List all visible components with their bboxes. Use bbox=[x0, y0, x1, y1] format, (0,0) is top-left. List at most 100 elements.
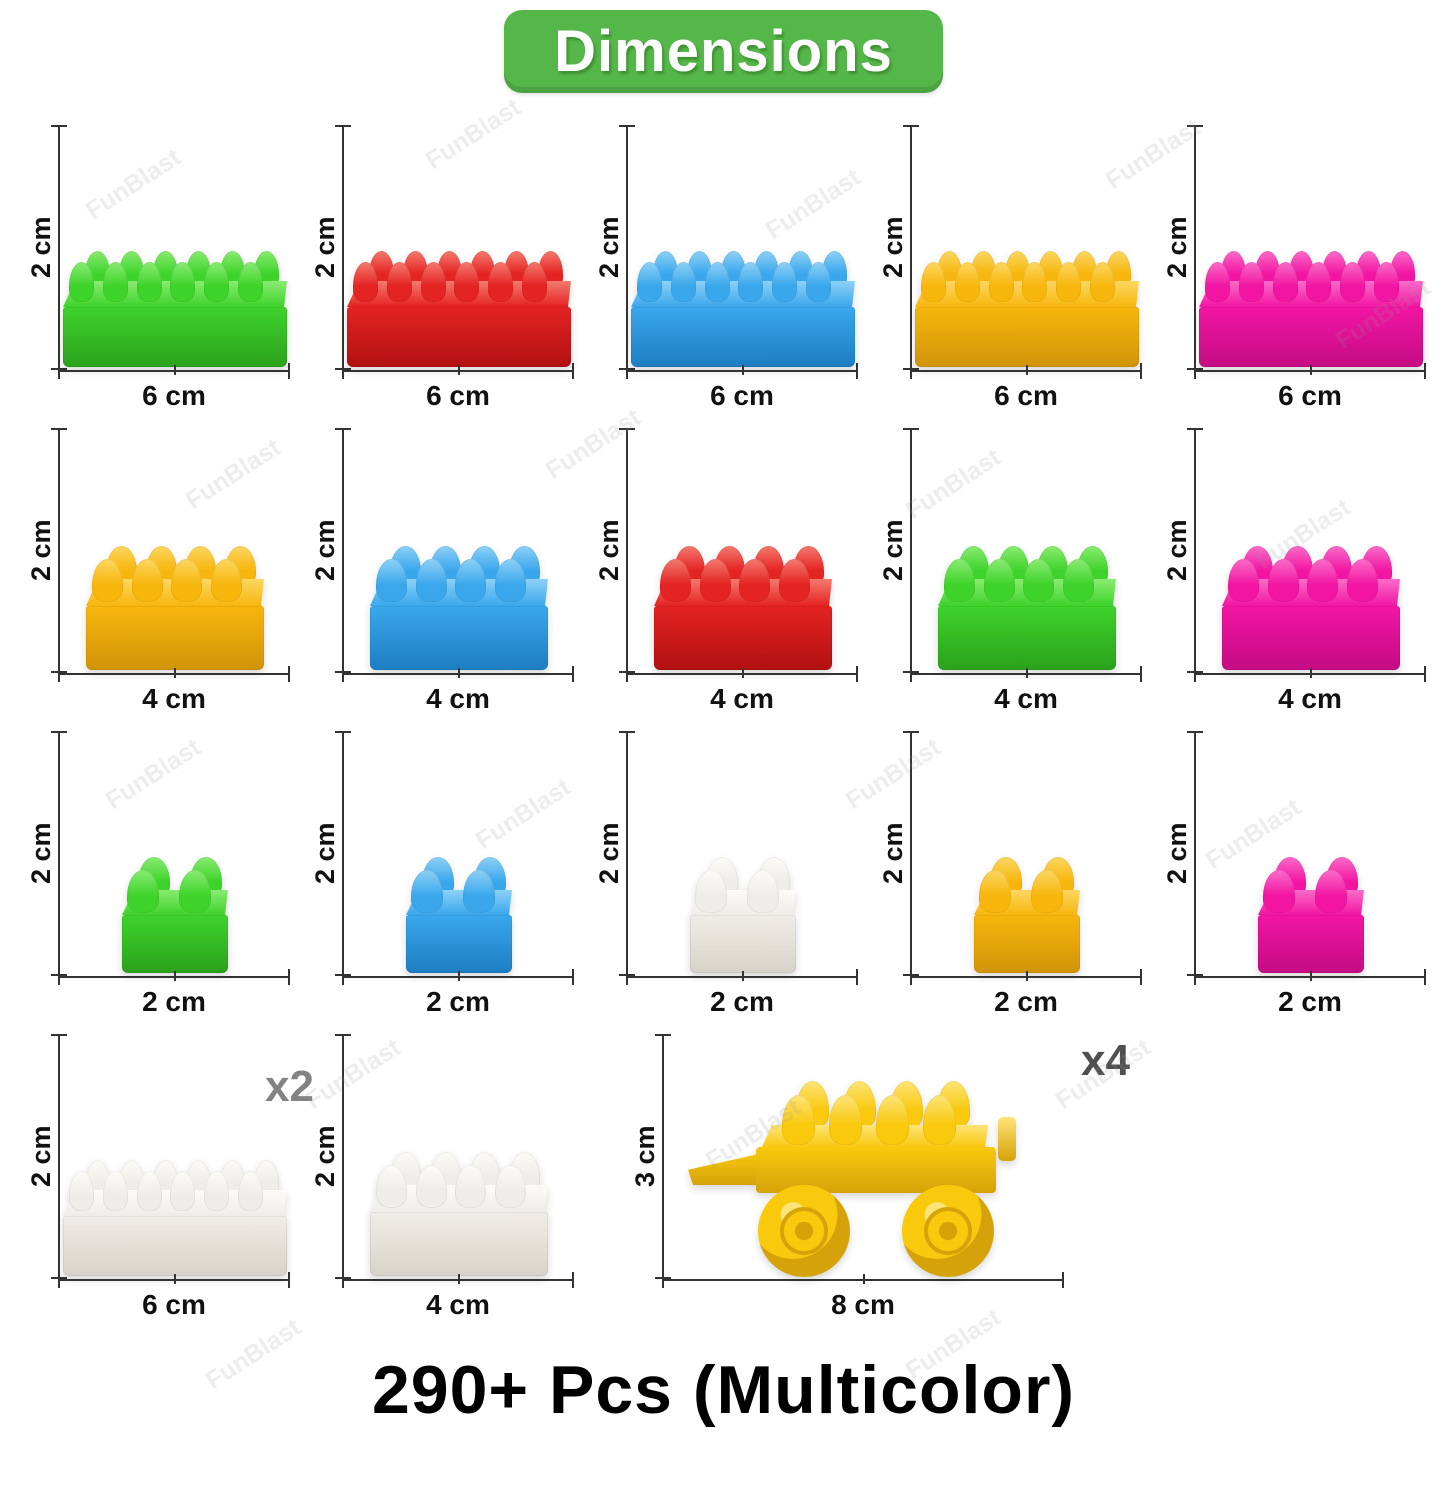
brick-front-face bbox=[370, 1212, 548, 1276]
block-art-row bbox=[619, 125, 858, 370]
brick-stud bbox=[778, 558, 810, 602]
brick-stud bbox=[171, 558, 203, 602]
dimension-column: 4 cm bbox=[335, 1034, 574, 1321]
page-title: Dimensions bbox=[554, 19, 893, 84]
center-tick bbox=[1026, 668, 1028, 678]
block-art-row bbox=[51, 1034, 290, 1279]
brick-stud bbox=[494, 1164, 526, 1208]
row-2cm: 2 cm 2 cm 2 cm 2 cm 2 cm 2 cm 2 cm 2 cm 2 cm 2 cm bbox=[0, 731, 1447, 1018]
brick-stud bbox=[1340, 262, 1366, 303]
width-dimension-line bbox=[58, 969, 290, 985]
block-art-row bbox=[51, 731, 290, 976]
width-label: 2 cm bbox=[994, 986, 1058, 1017]
block-cell: 2 cm 2 cm bbox=[310, 731, 594, 1018]
brick-front-face bbox=[690, 915, 796, 973]
width-dimension-line bbox=[1194, 666, 1426, 682]
brick-stud bbox=[695, 869, 727, 913]
brick-stud bbox=[876, 1095, 909, 1145]
block-art bbox=[912, 731, 1142, 976]
height-label: 2 cm bbox=[878, 822, 908, 885]
width-dimension-line bbox=[1194, 363, 1426, 379]
brick-stud bbox=[747, 869, 779, 913]
block-art-row bbox=[1187, 428, 1426, 673]
width-label: 6 cm bbox=[994, 380, 1058, 411]
height-dimension-line bbox=[51, 1034, 67, 1279]
brick-stud bbox=[376, 558, 407, 602]
block-art-row bbox=[1187, 125, 1426, 370]
brick-front-face bbox=[406, 915, 512, 973]
center-tick bbox=[458, 1274, 460, 1284]
height-label: 2 cm bbox=[310, 1125, 340, 1188]
center-tick bbox=[458, 971, 460, 981]
height-label: 2 cm bbox=[1162, 216, 1192, 279]
brick-front-face bbox=[370, 606, 548, 670]
brick-red-4cm bbox=[654, 546, 832, 670]
block-cell: 2 cm 6 cm bbox=[26, 125, 310, 412]
block-art bbox=[628, 731, 858, 976]
brick-stud bbox=[1307, 558, 1339, 602]
width-dimension-line bbox=[58, 363, 290, 379]
height-dimension-line bbox=[903, 731, 919, 976]
brick-stud bbox=[210, 558, 242, 602]
block-art bbox=[344, 428, 574, 673]
dimension-column: 6 cm bbox=[619, 125, 858, 412]
brick-red-6cm bbox=[347, 251, 571, 367]
brick-stud bbox=[69, 262, 94, 303]
center-tick bbox=[1026, 365, 1028, 375]
height-dimension-line bbox=[1187, 125, 1203, 370]
width-dimension-line bbox=[1194, 969, 1426, 985]
brick-stud bbox=[237, 1171, 263, 1212]
height-label: 2 cm bbox=[310, 216, 340, 279]
brick-stud bbox=[1373, 262, 1399, 303]
header: Dimensions bbox=[0, 0, 1447, 93]
block-cell: 2 cm 6 cm bbox=[878, 125, 1162, 412]
height-label: 3 cm bbox=[630, 1125, 660, 1188]
brick-stud bbox=[1272, 262, 1298, 303]
height-label: 2 cm bbox=[310, 822, 340, 885]
brick-stud bbox=[376, 1164, 407, 1208]
brick-stud bbox=[660, 558, 691, 602]
height-dimension-line bbox=[1187, 731, 1203, 976]
brick-stud bbox=[1267, 558, 1299, 602]
center-tick bbox=[742, 971, 744, 981]
dimension-column: 2 cm bbox=[335, 731, 574, 1018]
height-dimension-line bbox=[903, 125, 919, 370]
brick-stud bbox=[69, 1171, 94, 1212]
block-art-row bbox=[1187, 731, 1426, 976]
block-art bbox=[60, 428, 290, 673]
block-art-row bbox=[619, 428, 858, 673]
height-dimension-line bbox=[335, 731, 351, 976]
block-cell: 2 cm 4 cm bbox=[310, 428, 594, 715]
brick-stud bbox=[1089, 262, 1115, 303]
block-cell: 2 cm 2 cm bbox=[26, 731, 310, 1018]
block-art bbox=[1196, 731, 1426, 976]
width-dimension-line bbox=[342, 666, 574, 682]
brick-stud bbox=[411, 869, 443, 913]
brick-stud bbox=[739, 558, 771, 602]
block-art bbox=[912, 125, 1142, 370]
stud-row bbox=[921, 262, 1115, 303]
center-tick bbox=[174, 1274, 176, 1284]
multiplier-label: x2 bbox=[265, 1062, 314, 1111]
stud-row bbox=[376, 558, 526, 602]
brick-white-6cm bbox=[63, 1160, 287, 1276]
brick-white-4cm bbox=[370, 1152, 548, 1276]
brick-stud bbox=[738, 262, 764, 303]
brick-front-face bbox=[1199, 307, 1423, 367]
brick-stud bbox=[979, 869, 1011, 913]
dimension-column: 2 cm bbox=[51, 731, 290, 1018]
brick-stud bbox=[805, 262, 831, 303]
height-label: 2 cm bbox=[310, 519, 340, 582]
brick-stud bbox=[102, 262, 128, 303]
brick-white-2cm bbox=[690, 857, 796, 973]
height-label: 2 cm bbox=[26, 216, 56, 279]
height-dimension-line bbox=[619, 125, 635, 370]
brick-stud bbox=[521, 262, 547, 303]
brick-blue-6cm bbox=[631, 251, 855, 367]
block-art bbox=[664, 1034, 1064, 1279]
brick-stud bbox=[170, 262, 196, 303]
height-dimension-line bbox=[51, 428, 67, 673]
brick-stud bbox=[983, 558, 1015, 602]
dimension-column: 4 cm bbox=[51, 428, 290, 715]
width-dimension-line bbox=[58, 1272, 290, 1288]
